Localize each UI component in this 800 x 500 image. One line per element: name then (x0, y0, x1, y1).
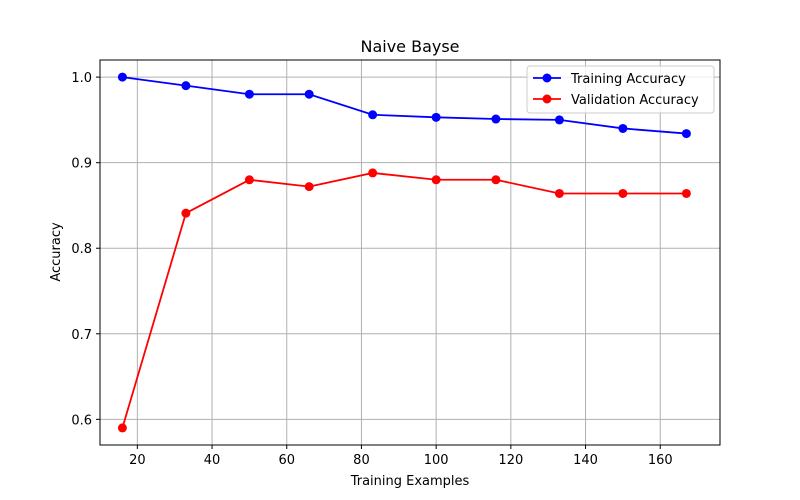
grid (100, 60, 720, 445)
plot-frame (100, 60, 720, 445)
data-point-training-accuracy (245, 90, 254, 99)
data-point-validation-accuracy (245, 175, 254, 184)
data-point-validation-accuracy (181, 209, 190, 218)
data-point-validation-accuracy (368, 168, 377, 177)
legend: Training Accuracy Validation Accuracy (527, 66, 714, 113)
x-axis: 20 40 60 80 100 120 140 160 (129, 445, 673, 468)
chart-title: Naive Bayse (360, 37, 459, 56)
x-tick-label: 40 (204, 453, 221, 468)
data-point-validation-accuracy (682, 189, 691, 198)
y-tick-label: 0.8 (71, 242, 92, 257)
series-line-validation-accuracy (122, 173, 686, 428)
data-point-training-accuracy (491, 115, 500, 124)
data-point-training-accuracy (682, 129, 691, 138)
data-point-training-accuracy (555, 115, 564, 124)
series-validation-accuracy (118, 168, 691, 432)
y-axis-title: Accuracy (49, 222, 64, 282)
data-point-training-accuracy (118, 73, 127, 82)
data-point-validation-accuracy (118, 423, 127, 432)
x-tick-label: 140 (573, 453, 598, 468)
data-point-training-accuracy (305, 90, 314, 99)
x-tick-label: 160 (648, 453, 673, 468)
data-point-validation-accuracy (305, 182, 314, 191)
legend-label: Training Accuracy (570, 72, 686, 87)
y-tick-label: 0.9 (71, 157, 92, 172)
data-point-validation-accuracy (432, 175, 441, 184)
y-tick-label: 1.0 (71, 71, 92, 86)
data-point-training-accuracy (618, 124, 627, 133)
x-tick-label: 80 (353, 453, 370, 468)
data-point-validation-accuracy (555, 189, 564, 198)
y-tick-label: 0.6 (71, 413, 92, 428)
data-point-training-accuracy (181, 81, 190, 90)
x-axis-title: Training Examples (350, 474, 470, 489)
x-tick-label: 120 (498, 453, 523, 468)
y-axis: 0.6 0.7 0.8 0.9 1.0 (71, 71, 100, 428)
x-tick-label: 60 (278, 453, 295, 468)
data-point-validation-accuracy (491, 175, 500, 184)
legend-label: Validation Accuracy (571, 93, 699, 108)
y-tick-label: 0.7 (71, 328, 92, 343)
legend-swatch-marker (543, 95, 552, 104)
data-point-training-accuracy (368, 110, 377, 119)
data-point-training-accuracy (432, 113, 441, 122)
legend-swatch-marker (543, 74, 552, 83)
x-tick-label: 20 (129, 453, 146, 468)
data-point-validation-accuracy (618, 189, 627, 198)
series-layer (118, 73, 691, 433)
x-tick-label: 100 (424, 453, 449, 468)
